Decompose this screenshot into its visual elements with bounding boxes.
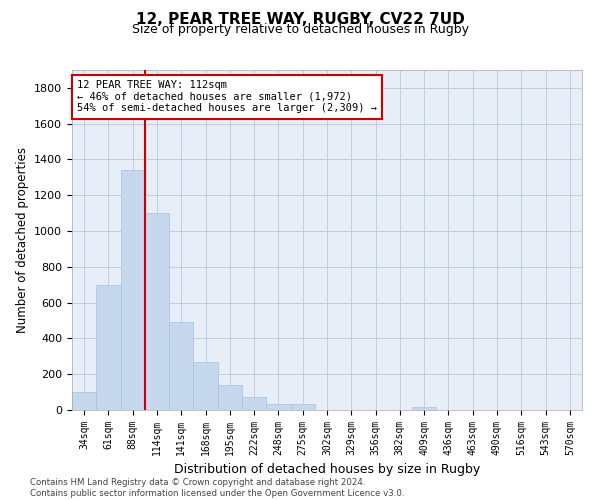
Y-axis label: Number of detached properties: Number of detached properties bbox=[16, 147, 29, 333]
Text: Size of property relative to detached houses in Rugby: Size of property relative to detached ho… bbox=[131, 22, 469, 36]
Bar bbox=[266, 404, 290, 410]
Bar bbox=[290, 404, 315, 410]
Bar bbox=[145, 213, 169, 410]
Bar bbox=[242, 398, 266, 410]
Bar bbox=[193, 362, 218, 410]
Bar bbox=[169, 322, 193, 410]
Text: 12, PEAR TREE WAY, RUGBY, CV22 7UD: 12, PEAR TREE WAY, RUGBY, CV22 7UD bbox=[136, 12, 464, 28]
Text: Contains HM Land Registry data © Crown copyright and database right 2024.
Contai: Contains HM Land Registry data © Crown c… bbox=[30, 478, 404, 498]
Bar bbox=[121, 170, 145, 410]
X-axis label: Distribution of detached houses by size in Rugby: Distribution of detached houses by size … bbox=[174, 464, 480, 476]
Text: 12 PEAR TREE WAY: 112sqm
← 46% of detached houses are smaller (1,972)
54% of sem: 12 PEAR TREE WAY: 112sqm ← 46% of detach… bbox=[77, 80, 377, 114]
Bar bbox=[72, 392, 96, 410]
Bar bbox=[96, 284, 121, 410]
Bar bbox=[218, 385, 242, 410]
Bar bbox=[412, 408, 436, 410]
